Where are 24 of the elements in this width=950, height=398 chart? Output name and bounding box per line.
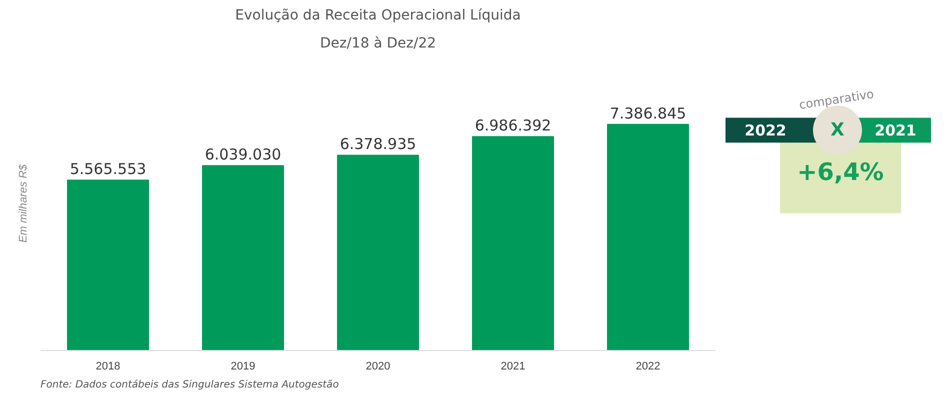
- chart-subtitle: Dez/18 à Dez/22: [320, 36, 436, 52]
- bar: [472, 136, 554, 350]
- text: 2022: [744, 122, 786, 140]
- data-label: 5.565.553: [70, 160, 146, 178]
- data-label: 7.386.845: [610, 104, 686, 122]
- y-axis-title: Em milhares R$: [18, 163, 30, 243]
- text: +6,4%: [797, 158, 884, 186]
- text: X: [830, 120, 845, 141]
- x-tick-label: 2020: [366, 360, 390, 372]
- bar: [337, 154, 419, 350]
- data-label: 6.039.030: [204, 146, 282, 164]
- data-label: 6.378.935: [340, 135, 416, 154]
- bar: [202, 165, 284, 350]
- text: comparativo: [798, 86, 875, 112]
- bar: [607, 124, 689, 350]
- x-tick-label: 2022: [636, 360, 660, 372]
- bar: [67, 180, 149, 350]
- x-tick-label: 2021: [500, 360, 526, 372]
- text: 2021: [874, 122, 916, 140]
- source-note: Fonte: Dados contábeis das Singulares Sistema Autogestão: [40, 380, 339, 390]
- data-label: 6.986.392: [474, 116, 552, 135]
- x-tick-label: 2018: [96, 360, 120, 372]
- chart-title: Evolução da Receita Operacional Líquida: [235, 8, 521, 24]
- x-tick-label: 2019: [230, 360, 256, 372]
